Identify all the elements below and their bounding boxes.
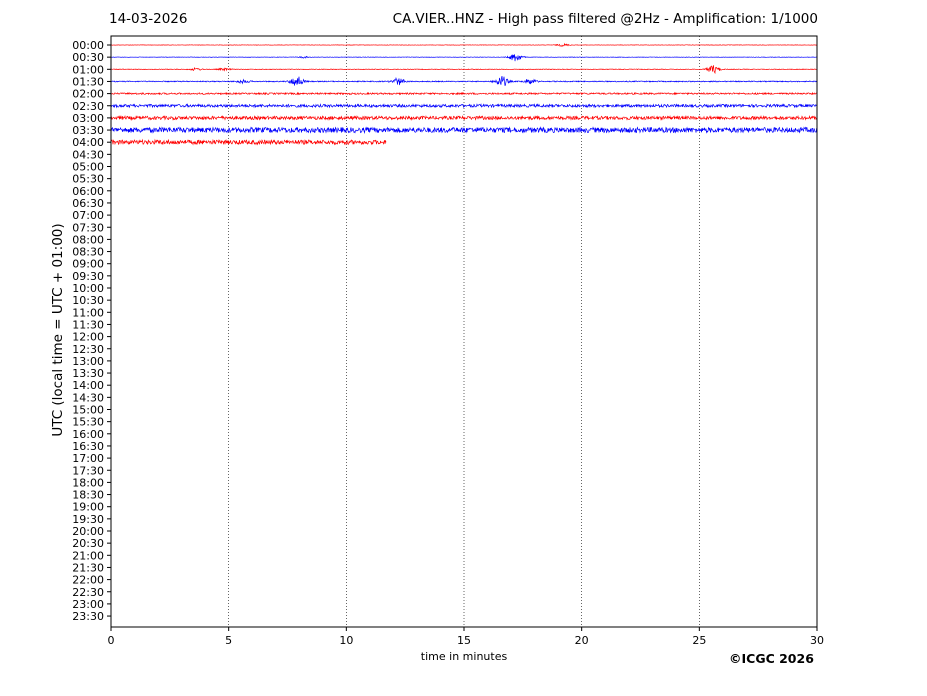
x-tick-label: 25	[692, 634, 706, 647]
y-tick-label: 10:30	[72, 294, 104, 307]
x-tick-label: 30	[810, 634, 824, 647]
trace-02-00	[110, 91, 818, 96]
y-tick-label: 05:00	[72, 161, 104, 174]
y-tick-label: 13:30	[72, 367, 104, 380]
y-tick-label: 02:30	[72, 100, 104, 113]
plot-frame	[110, 35, 818, 628]
grid-lines	[228, 36, 700, 627]
x-tick-label: 15	[457, 634, 471, 647]
y-tick-label: 17:30	[72, 464, 104, 477]
copyright-label: ©ICGC 2026	[729, 651, 814, 666]
x-tick-label: 5	[225, 634, 232, 647]
y-tick-label: 19:00	[72, 501, 104, 514]
y-tick-label: 02:00	[72, 88, 104, 101]
y-tick-label: 16:00	[72, 428, 104, 441]
seismic-traces	[110, 42, 818, 146]
y-tick-label: 14:00	[72, 379, 104, 392]
y-tick-label: 06:30	[72, 197, 104, 210]
x-tick-label: 0	[108, 634, 115, 647]
y-tick-label: 15:00	[72, 404, 104, 417]
y-tick-label: 01:00	[72, 63, 104, 76]
y-tick-label: 11:00	[72, 306, 104, 319]
y-tick-label: 20:00	[72, 525, 104, 538]
trace-04-00	[110, 138, 387, 146]
y-tick-label: 05:30	[72, 173, 104, 186]
y-tick-label: 04:00	[72, 136, 104, 149]
trace-03-30	[110, 126, 818, 134]
y-tick-label: 06:00	[72, 185, 104, 198]
date-label: 14-03-2026	[109, 11, 188, 27]
y-tick-label: 18:00	[72, 476, 104, 489]
y-tick-label: 23:00	[72, 598, 104, 611]
trace-03-00	[110, 114, 818, 121]
y-tick-label: 21:30	[72, 561, 104, 574]
chart-title: CA.VIER..HNZ - High pass filtered @2Hz -…	[392, 11, 818, 27]
trace-00-00	[110, 42, 818, 47]
y-tick-label: 14:30	[72, 391, 104, 404]
y-tick-label: 01:30	[72, 75, 104, 88]
y-axis-ticks: 00:0000:3001:0001:3002:0002:3003:0003:30…	[72, 39, 111, 623]
y-tick-label: 23:30	[72, 610, 104, 623]
y-tick-label: 17:00	[72, 452, 104, 465]
y-tick-label: 07:00	[72, 209, 104, 222]
y-tick-label: 09:30	[72, 270, 104, 283]
y-tick-label: 08:00	[72, 233, 104, 246]
x-axis-label: time in minutes	[420, 650, 508, 663]
y-tick-label: 03:00	[72, 112, 104, 125]
x-axis-ticks: 0 5 10 15 20 25 30	[108, 627, 824, 647]
y-tick-label: 22:30	[72, 586, 104, 599]
y-tick-label: 04:30	[72, 148, 104, 161]
y-tick-label: 00:00	[72, 39, 104, 52]
y-tick-label: 08:30	[72, 246, 104, 259]
trace-00-30	[110, 54, 818, 62]
y-tick-label: 20:30	[72, 537, 104, 550]
y-tick-label: 16:30	[72, 440, 104, 453]
trace-01-00	[110, 65, 818, 75]
trace-02-30	[110, 103, 818, 109]
y-tick-label: 09:00	[72, 258, 104, 271]
y-tick-label: 00:30	[72, 51, 104, 64]
y-tick-label: 19:30	[72, 513, 104, 526]
y-tick-label: 07:30	[72, 221, 104, 234]
y-tick-label: 21:00	[72, 549, 104, 562]
x-tick-label: 20	[575, 634, 589, 647]
y-tick-label: 11:30	[72, 318, 104, 331]
y-tick-label: 18:30	[72, 489, 104, 502]
y-tick-label: 15:30	[72, 416, 104, 429]
y-tick-label: 13:00	[72, 355, 104, 368]
y-tick-label: 10:00	[72, 282, 104, 295]
y-axis-label: UTC (local time = UTC + 01:00)	[50, 223, 66, 437]
y-tick-label: 12:30	[72, 343, 104, 356]
y-tick-label: 22:00	[72, 574, 104, 587]
x-tick-label: 10	[339, 634, 353, 647]
trace-01-30	[110, 75, 818, 86]
y-tick-label: 12:00	[72, 331, 104, 344]
y-tick-label: 03:30	[72, 124, 104, 137]
